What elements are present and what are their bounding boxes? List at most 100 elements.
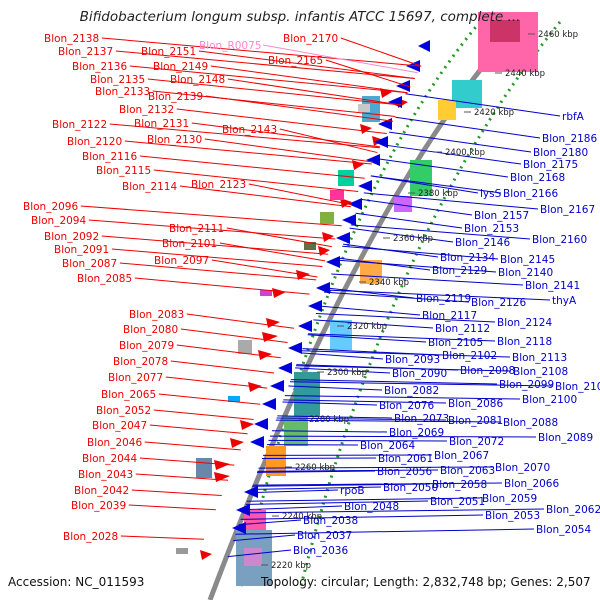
- leader-line: [363, 192, 539, 210]
- forward_labels-gene-label: Blon_2120: [67, 136, 122, 148]
- leader-line: [144, 441, 241, 451]
- leader-line: [153, 169, 359, 192]
- forward_labels-gene-label: Blon_2043: [78, 469, 133, 481]
- ruler-tick-label: 2320 kbp: [347, 322, 387, 332]
- leader-line: [331, 273, 524, 286]
- leader-line: [257, 469, 439, 472]
- leader-line: [258, 466, 494, 469]
- leader-line: [179, 185, 351, 208]
- leader-line: [261, 457, 377, 460]
- reverse_labels-gene-label: Blon_2109: [555, 381, 600, 393]
- forward_labels-gene-label: Blon_2139: [148, 91, 203, 103]
- reverse_labels-gene-label: Blon_2126: [471, 297, 526, 309]
- leader-line: [128, 504, 216, 511]
- forward_labels-gene-label: Blon_2116: [82, 151, 137, 163]
- leader-line: [158, 393, 261, 405]
- ruler-tick-label: 2380 kbp: [418, 189, 458, 199]
- leader-line: [227, 78, 402, 106]
- forward_labels-gene-label: Blon_2052: [96, 405, 151, 417]
- leader-line: [149, 424, 248, 435]
- forward_labels-gene-label: Blon_2078: [113, 356, 168, 368]
- leader-line: [307, 334, 427, 343]
- accession-text: Accession: NC_011593: [8, 575, 145, 589]
- reverse_labels-gene-label: Blon_2070: [495, 462, 550, 474]
- forward_labels-gene-label: Blon_2151: [141, 46, 196, 58]
- reverse_labels-gene-label: Blon_2063: [440, 465, 495, 477]
- leader-line: [290, 379, 498, 385]
- reverse_labels-gene-label: Blon_2102: [442, 350, 497, 362]
- leader-line: [109, 123, 380, 149]
- leader-line: [276, 417, 447, 421]
- reverse_labels-gene-label: Blon_2066: [504, 478, 559, 490]
- rna_labels-gene-label: Blon_R0075: [199, 40, 261, 52]
- leader-line: [111, 248, 323, 268]
- leader-line: [240, 514, 484, 520]
- forward_labels-gene-label: Blon_2135: [90, 74, 145, 86]
- forward_labels-gene-label: Blon_2083: [129, 309, 184, 321]
- leader-line: [243, 505, 343, 511]
- leader-line: [246, 497, 481, 502]
- reverse_labels-gene-label: Blon_2061: [378, 453, 433, 465]
- leader-line: [191, 122, 381, 148]
- forward_labels-gene-label: Blon_2094: [31, 215, 86, 227]
- forward_labels-gene-label: Blon_2148: [170, 74, 225, 86]
- topology-summary: Topology: circular; Length: 2,832,748 bp…: [261, 575, 591, 589]
- leader-line: [233, 534, 296, 542]
- forward_labels-gene-label: Blon_2039: [71, 500, 126, 512]
- leader-line: [288, 385, 383, 391]
- reverse_labels-gene-label: rbfA: [562, 111, 585, 123]
- reverse_labels-gene-label: Blon_2108: [513, 366, 568, 378]
- reverse_labels-gene-label: thyA: [552, 295, 577, 307]
- forward_labels-gene-label: Blon_2115: [96, 165, 151, 177]
- forward_labels-gene-label: Blon_2065: [101, 389, 156, 401]
- leader-line: [377, 158, 509, 178]
- reverse_labels-gene-label: Blon_2050: [383, 482, 438, 494]
- map-title: Bifidobacterium longum subsp. infantis A…: [79, 9, 521, 25]
- reverse_labels-gene-label: Blon_2118: [497, 336, 552, 348]
- leader-line: [205, 95, 394, 122]
- ruler-tick-label: 2460 kbp: [538, 30, 578, 40]
- leader-line: [295, 365, 512, 372]
- leader-line: [275, 419, 502, 423]
- forward_labels-gene-label: Blon_2130: [147, 134, 202, 146]
- reverse_labels-gene-label: Blon_2058: [432, 479, 487, 491]
- forward_labels-gene-label: Blon_2047: [92, 420, 147, 432]
- forward_labels-gene-label: Blon_2170: [283, 33, 338, 45]
- forward_labels-gene-label: Blon_2131: [134, 118, 189, 130]
- reverse_labels-gene-label: Blon_2064: [360, 440, 415, 452]
- position-ruler: 2460 kbp 2440 kbp 2420 kbp 2400 kbp 2380 kbp…: [261, 30, 578, 571]
- forward_labels-gene-label: Blon_2165: [268, 55, 323, 67]
- forward_labels-gene-label: Blon_2136: [72, 61, 127, 73]
- leader-line: [283, 399, 447, 404]
- reverse_labels-gene-label: Blon_2053: [485, 510, 540, 522]
- leader-line: [350, 224, 531, 240]
- leader-line: [211, 259, 318, 278]
- reverse_labels-gene-label: Blon_2090: [392, 368, 447, 380]
- reverse_labels-gene-label: Blon_2166: [503, 188, 558, 200]
- leader-line: [383, 144, 522, 165]
- reverse_labels-gene-label: Blon_2129: [432, 265, 487, 277]
- forward_labels-gene-label: Blon_2123: [191, 179, 246, 191]
- reverse_labels-gene-label: Blon_2175: [523, 159, 578, 171]
- leader-line: [131, 489, 222, 496]
- reverse_labels-gene-label: Blon_2146: [455, 237, 510, 249]
- leader-line: [238, 519, 302, 526]
- ruler-tick-label: 2420 kbp: [474, 108, 514, 118]
- leader-line: [318, 305, 421, 316]
- reverse_labels-gene-label: Blon_2160: [532, 234, 587, 246]
- forward_labels-gene-label: Blon_2111: [169, 223, 224, 235]
- reverse_labels-gene-label: Blon_2105: [428, 337, 483, 349]
- reverse_labels-gene-label: Blon_2051: [430, 496, 485, 508]
- forward_labels-gene-label: Blon_2028: [63, 531, 118, 543]
- leader-line: [165, 376, 268, 389]
- ruler-tick-label: 2280 kbp: [309, 415, 349, 425]
- reverse_labels-gene-label: Blon_2086: [448, 398, 503, 410]
- ruler-tick-label: 2440 kbp: [505, 69, 545, 79]
- reverse_labels-gene-label: Blon_2141: [525, 280, 580, 292]
- leader-line: [250, 486, 382, 490]
- reverse_labels-gene-label: Blon_2089: [538, 432, 593, 444]
- forward_labels-gene-label: Blon_2085: [77, 273, 132, 285]
- leader-line: [153, 409, 254, 420]
- label-leader-lines: [80, 37, 561, 558]
